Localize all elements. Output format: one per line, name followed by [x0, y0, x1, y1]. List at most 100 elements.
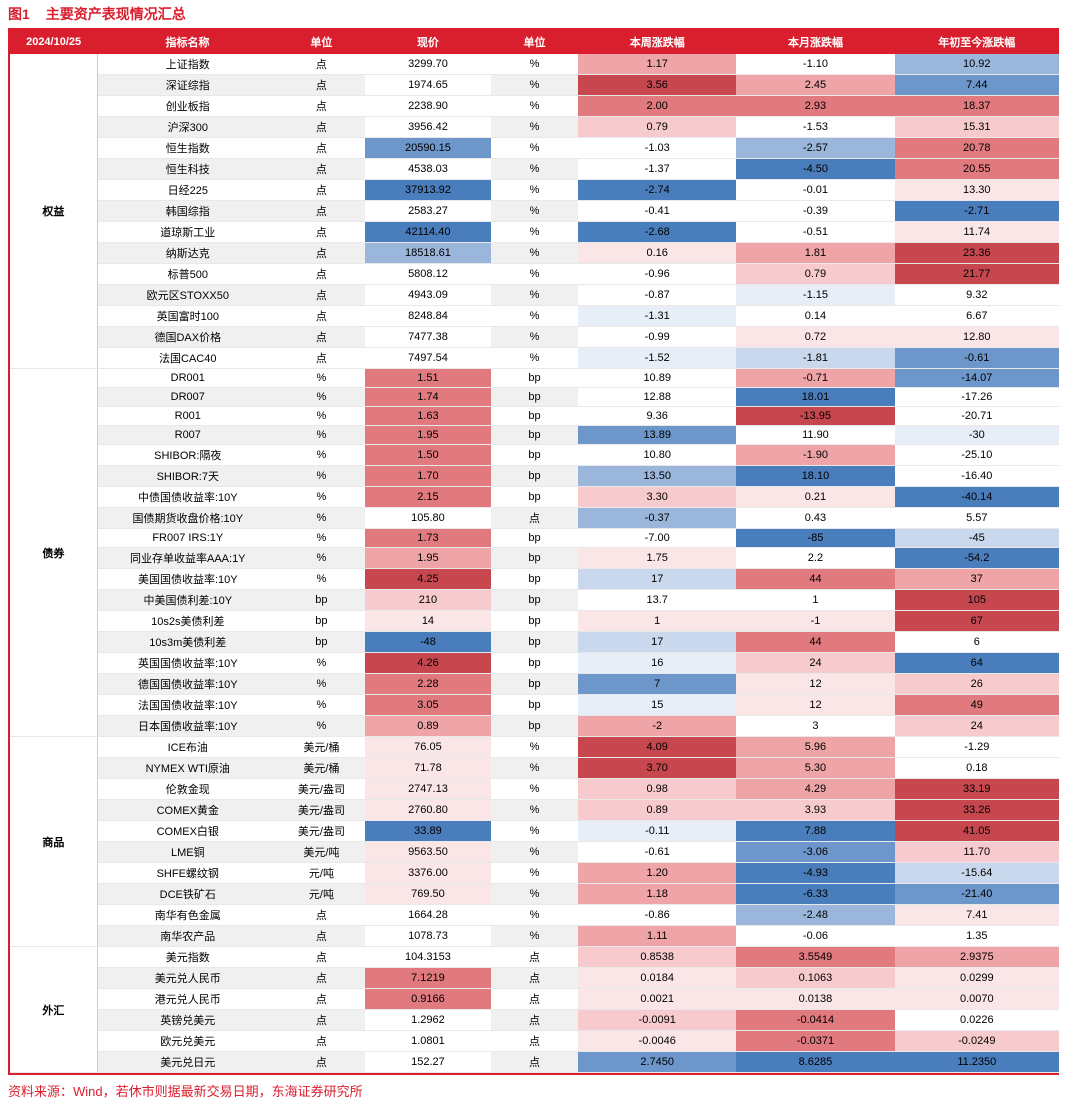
indicator-name: 美元指数: [97, 947, 278, 968]
month-chg: -0.39: [736, 201, 894, 222]
price: 0.9166: [365, 989, 491, 1010]
ytd-chg: 23.36: [895, 243, 1059, 264]
figure-title: 图1 主要资产表现情况汇总: [0, 0, 1067, 28]
week-chg: 17: [578, 632, 736, 653]
indicator-name: 日本国债收益率:10Y: [97, 716, 278, 737]
week-chg: 4.09: [578, 737, 736, 758]
table-row: 欧元区STOXX50点4943.09%-0.87-1.159.32: [10, 285, 1059, 306]
ytd-chg: 20.78: [895, 138, 1059, 159]
ytd-chg: -1.29: [895, 737, 1059, 758]
month-chg: 1.81: [736, 243, 894, 264]
price: 1.0801: [365, 1031, 491, 1052]
week-chg: 1.75: [578, 548, 736, 569]
price: 4943.09: [365, 285, 491, 306]
price: 9563.50: [365, 842, 491, 863]
week-chg: -2.68: [578, 222, 736, 243]
price: 2.28: [365, 674, 491, 695]
indicator-name: 深证综指: [97, 75, 278, 96]
price: 3376.00: [365, 863, 491, 884]
indicator-name: LME铜: [97, 842, 278, 863]
unit2: 点: [491, 968, 578, 989]
indicator-name: 美国国债收益率:10Y: [97, 569, 278, 590]
month-chg: 0.0138: [736, 989, 894, 1010]
unit1: %: [278, 466, 365, 487]
price: 2238.90: [365, 96, 491, 117]
price: 42114.40: [365, 222, 491, 243]
unit2: %: [491, 138, 578, 159]
table-row: 英国富时100点8248.84%-1.310.146.67: [10, 306, 1059, 327]
unit1: 点: [278, 159, 365, 180]
unit2: bp: [491, 369, 578, 388]
unit2: %: [491, 54, 578, 75]
unit1: %: [278, 653, 365, 674]
table-row: 日经225点37913.92%-2.74-0.0113.30: [10, 180, 1059, 201]
ytd-chg: 13.30: [895, 180, 1059, 201]
unit2: bp: [491, 569, 578, 590]
price: 105.80: [365, 508, 491, 529]
table-header-row: 2024/10/25 指标名称 单位 现价 单位 本周涨跌幅 本月涨跌幅 年初至…: [10, 30, 1059, 54]
month-chg: -6.33: [736, 884, 894, 905]
col-indicator: 指标名称: [97, 30, 278, 54]
week-chg: -0.86: [578, 905, 736, 926]
col-price: 现价: [365, 30, 491, 54]
indicator-name: 英国国债收益率:10Y: [97, 653, 278, 674]
price: 2583.27: [365, 201, 491, 222]
ytd-chg: -20.71: [895, 407, 1059, 426]
price: 3299.70: [365, 54, 491, 75]
price: 1664.28: [365, 905, 491, 926]
unit2: %: [491, 905, 578, 926]
price: 3.05: [365, 695, 491, 716]
indicator-name: 10s3m美债利差: [97, 632, 278, 653]
unit1: 点: [278, 201, 365, 222]
week-chg: 13.89: [578, 426, 736, 445]
month-chg: -0.71: [736, 369, 894, 388]
table-row: 德国国债收益率:10Y%2.28bp71226: [10, 674, 1059, 695]
indicator-name: 韩国综指: [97, 201, 278, 222]
table-row: 权益上证指数点3299.70%1.17-1.1010.92: [10, 54, 1059, 75]
ytd-chg: 49: [895, 695, 1059, 716]
ytd-chg: -25.10: [895, 445, 1059, 466]
unit2: %: [491, 96, 578, 117]
ytd-chg: 26: [895, 674, 1059, 695]
unit2: %: [491, 75, 578, 96]
month-chg: -3.06: [736, 842, 894, 863]
table-row: 道琼斯工业点42114.40%-2.68-0.5111.74: [10, 222, 1059, 243]
price: 8248.84: [365, 306, 491, 327]
price: 33.89: [365, 821, 491, 842]
week-chg: 9.36: [578, 407, 736, 426]
price: 1.74: [365, 388, 491, 407]
data-source-footer: 资料来源：Wind，若休市则据最新交易日期，东海证券研究所: [0, 1075, 1067, 1106]
table-row: 德国DAX价格点7477.38%-0.990.7212.80: [10, 327, 1059, 348]
table-row: DCE铁矿石元/吨769.50%1.18-6.33-21.40: [10, 884, 1059, 905]
week-chg: 3.56: [578, 75, 736, 96]
indicator-name: 道琼斯工业: [97, 222, 278, 243]
unit2: %: [491, 884, 578, 905]
unit2: %: [491, 327, 578, 348]
ytd-chg: 41.05: [895, 821, 1059, 842]
week-chg: 0.98: [578, 779, 736, 800]
month-chg: 18.01: [736, 388, 894, 407]
unit2: bp: [491, 590, 578, 611]
indicator-name: 中债国债收益率:10Y: [97, 487, 278, 508]
unit1: 点: [278, 54, 365, 75]
table-row: LME铜美元/吨9563.50%-0.61-3.0611.70: [10, 842, 1059, 863]
unit1: 点: [278, 75, 365, 96]
price: 1.51: [365, 369, 491, 388]
price: 769.50: [365, 884, 491, 905]
indicator-name: 南华有色金属: [97, 905, 278, 926]
category-cell: 权益: [10, 54, 97, 369]
indicator-name: 恒生指数: [97, 138, 278, 159]
week-chg: 0.79: [578, 117, 736, 138]
week-chg: 3.70: [578, 758, 736, 779]
month-chg: 2.45: [736, 75, 894, 96]
indicator-name: COMEX黄金: [97, 800, 278, 821]
indicator-name: 美元兑日元: [97, 1052, 278, 1073]
unit1: 点: [278, 306, 365, 327]
week-chg: -1.37: [578, 159, 736, 180]
ytd-chg: 6: [895, 632, 1059, 653]
table-row: 美元兑人民币点7.1219点0.01840.10630.0299: [10, 968, 1059, 989]
indicator-name: SHIBOR:隔夜: [97, 445, 278, 466]
unit1: 美元/吨: [278, 842, 365, 863]
unit1: 点: [278, 947, 365, 968]
unit2: bp: [491, 388, 578, 407]
